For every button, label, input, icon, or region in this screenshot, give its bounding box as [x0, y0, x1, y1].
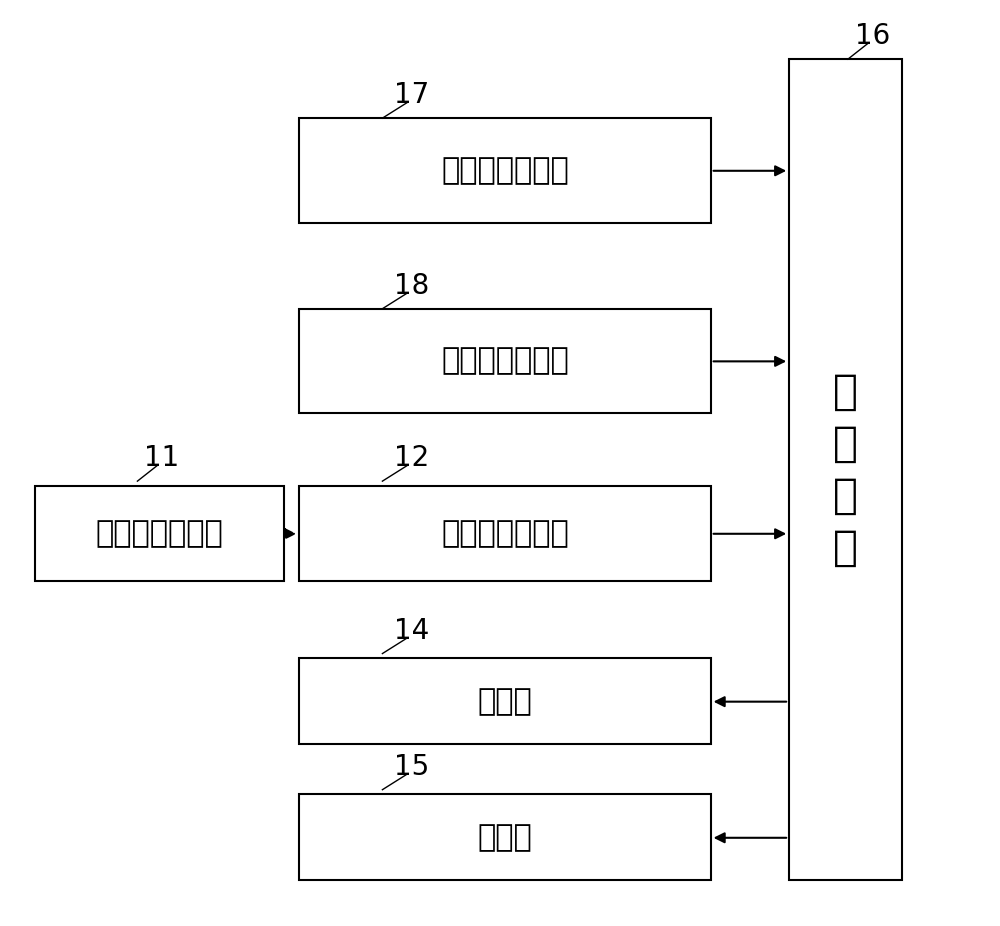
Bar	[299, 119, 711, 222]
Bar	[789, 59, 902, 881]
Bar	[299, 485, 711, 581]
Text: 17: 17	[394, 81, 429, 109]
Text: 报警器: 报警器	[478, 687, 532, 716]
Text: 红外接收传感器: 红外接收传感器	[441, 519, 569, 548]
Text: 14: 14	[394, 617, 429, 644]
Text: 微
控
制
器: 微 控 制 器	[833, 371, 858, 569]
Bar	[299, 795, 711, 881]
Text: 红外发射传感器: 红外发射传感器	[96, 519, 223, 548]
Text: 12: 12	[394, 444, 429, 472]
Text: 11: 11	[144, 444, 180, 472]
Text: 15: 15	[394, 753, 429, 781]
Text: 第一测距传感器: 第一测距传感器	[441, 156, 569, 185]
Text: 16: 16	[855, 22, 890, 51]
Text: 18: 18	[394, 272, 429, 300]
Text: 第二测距传感器: 第二测距传感器	[441, 346, 569, 375]
Bar	[34, 485, 284, 581]
Text: 显示屏: 显示屏	[478, 823, 532, 852]
Bar	[299, 658, 711, 745]
Bar	[299, 308, 711, 413]
